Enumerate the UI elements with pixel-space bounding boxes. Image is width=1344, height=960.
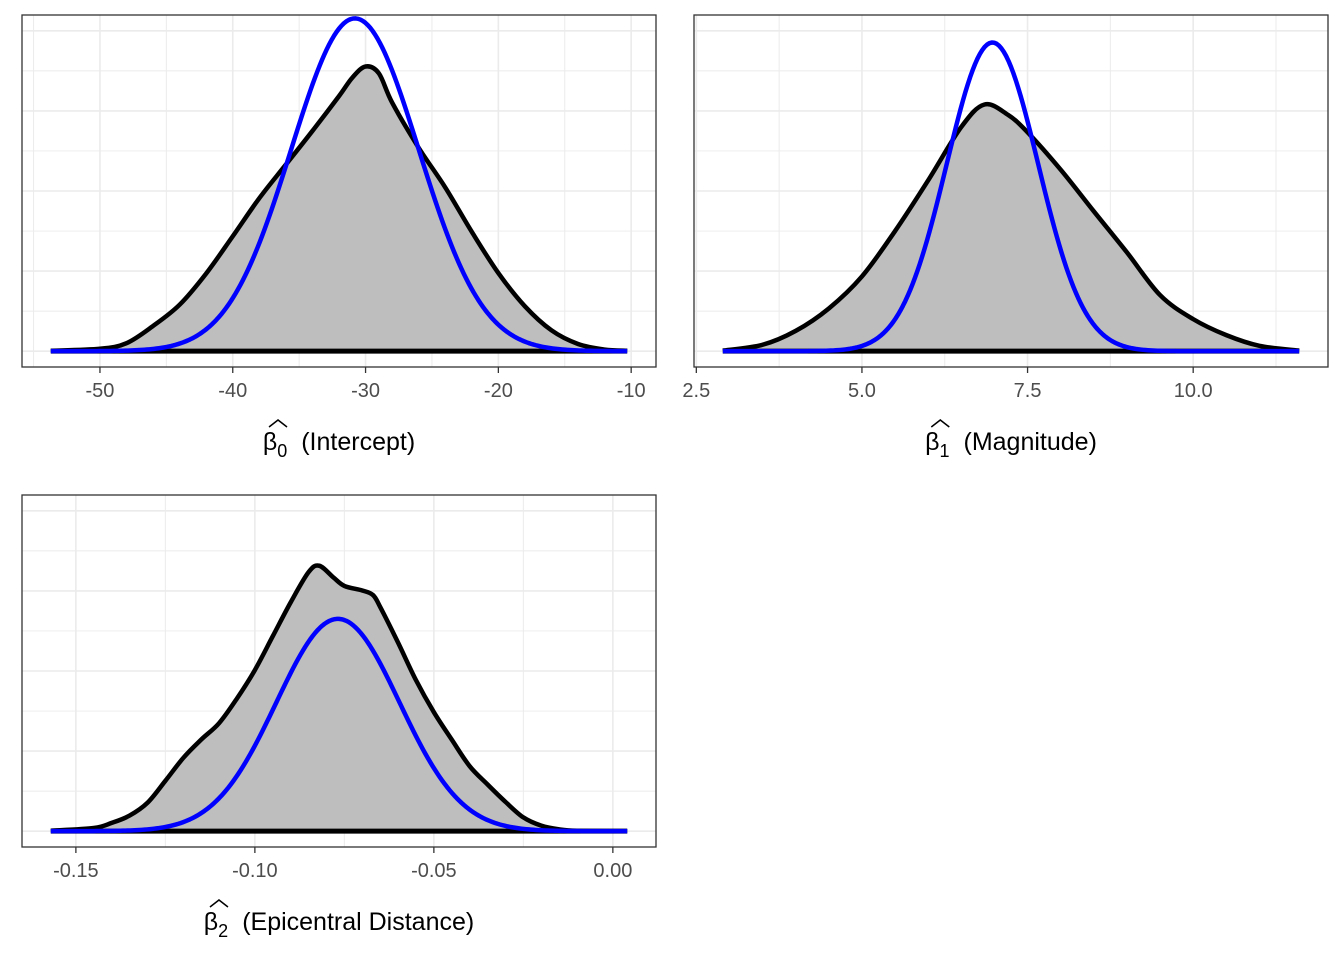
magnitude-panel: 2.5 5.0 7.5 10.0 β1 (Magnitude)	[682, 14, 1329, 461]
x-tick-label: -10	[617, 380, 646, 402]
x-tick-label: -0.05	[411, 860, 457, 882]
x-tick-label: 5.0	[848, 380, 876, 402]
x-tick-label: 2.5	[682, 380, 710, 402]
intercept-panel: -50 -40 -30 -20 -10 β0 (Intercept)	[21, 14, 657, 461]
x-axis-title: β1 (Magnitude)	[925, 428, 1097, 461]
x-tick-label: -30	[351, 380, 380, 402]
axis-title-text: (Intercept)	[301, 428, 415, 456]
axis-symbol: β	[263, 428, 277, 456]
x-axis-title: β0 (Intercept)	[263, 428, 415, 461]
density-line	[50, 64, 628, 354]
density-line	[50, 563, 628, 834]
hat-icon	[268, 419, 288, 428]
axis-subscript: 0	[277, 441, 287, 461]
x-tick-label: -0.15	[53, 860, 99, 882]
axis-subscript: 2	[218, 921, 228, 941]
x-tick-label: -50	[86, 380, 115, 402]
hat-icon	[209, 899, 229, 908]
axis-title-text: (Epicentral Distance)	[242, 908, 474, 936]
panel-border	[21, 494, 657, 848]
axis-subscript: 1	[939, 441, 949, 461]
x-tick-label: -20	[484, 380, 513, 402]
axis-title-text: (Magnitude)	[964, 428, 1097, 456]
density-area	[722, 104, 1300, 352]
x-tick-label: 0.00	[593, 860, 632, 882]
axis-symbol: β	[204, 908, 218, 936]
panel-border	[693, 14, 1329, 368]
normal-curve	[50, 16, 628, 354]
panel-border	[21, 14, 657, 368]
axis-symbol: β	[925, 428, 939, 456]
x-tick-label: 7.5	[1014, 380, 1042, 402]
hat-icon	[930, 419, 950, 428]
x-tick-label: -0.10	[232, 860, 278, 882]
density-area	[50, 66, 628, 352]
normal-curve	[722, 40, 1300, 354]
x-tick-label: -40	[218, 380, 247, 402]
density-line	[722, 101, 1300, 353]
density-area	[50, 565, 628, 832]
normal-curve	[50, 616, 628, 834]
x-axis-title: β2 (Epicentral Distance)	[204, 908, 474, 941]
x-tick-label: 10.0	[1174, 380, 1213, 402]
epicentral-distance-panel: -0.15 -0.10 -0.05 0.00 β2 (Epicentral Distanc…	[21, 494, 657, 941]
